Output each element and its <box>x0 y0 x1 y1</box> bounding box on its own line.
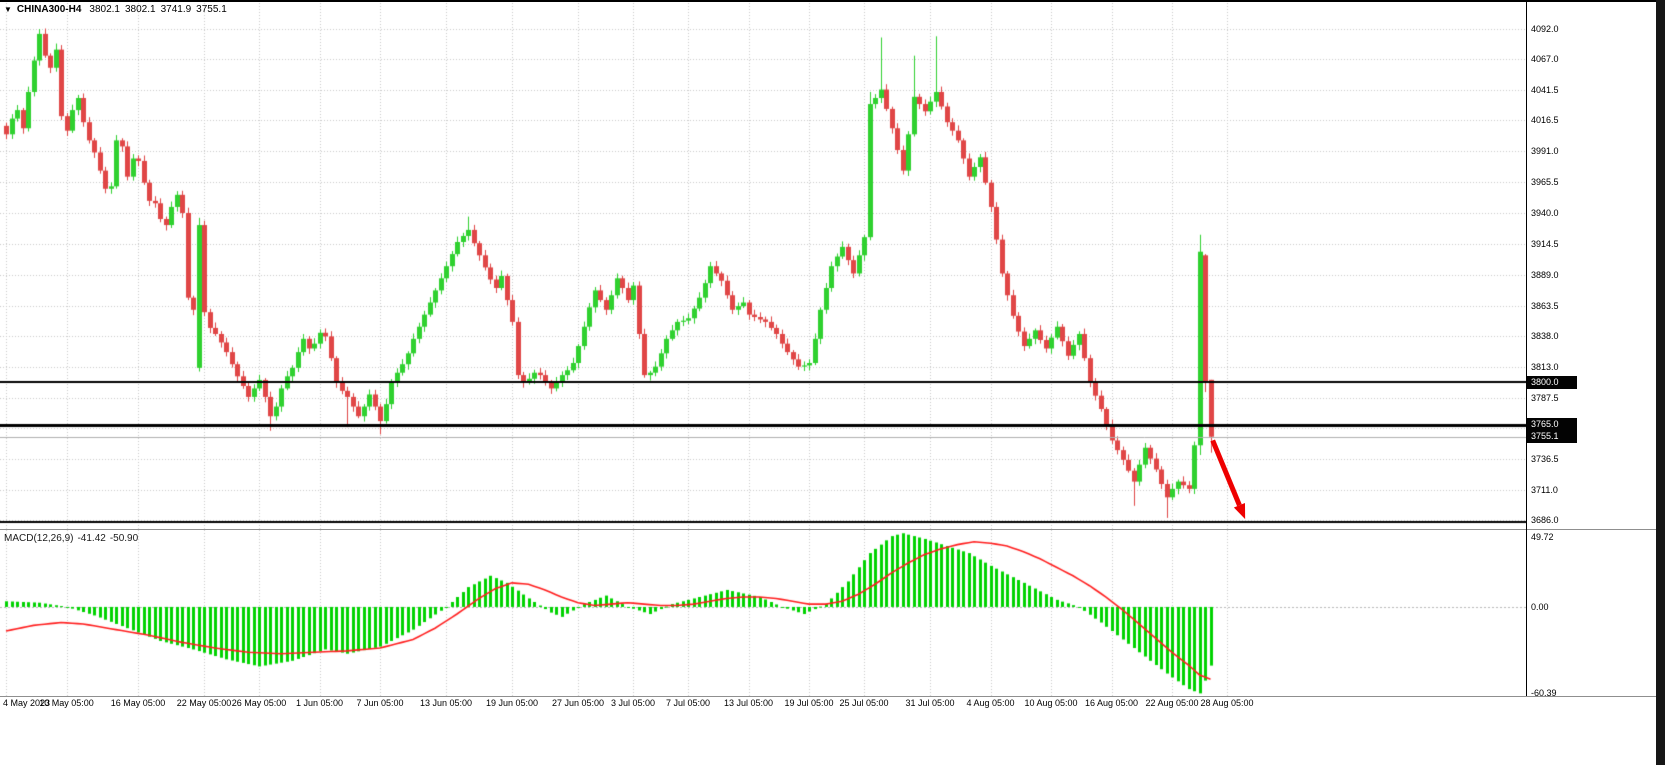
panel-separator-macd-time <box>0 696 1657 697</box>
time-scale-label: 7 Jul 05:00 <box>665 698 711 708</box>
macd-indicator-label: MACD(12,26,9) -41.42 -50.90 <box>4 533 142 544</box>
price-line-tag: 3755.1 <box>1527 430 1577 444</box>
price-scale-label: 4067.0 <box>1531 54 1559 65</box>
macd-scale-label: -60.39 <box>1531 687 1557 698</box>
price-scale-label: 3736.5 <box>1531 454 1559 465</box>
time-scale-label: 27 Jun 05:00 <box>551 698 605 708</box>
symbol-quote-overlay: ▼ CHINA300-H4 3802.1 3802.1 3741.9 3755.1 <box>4 4 232 15</box>
macd-name: MACD(12,26,9) <box>4 533 74 544</box>
time-scale-label: 19 Jun 05:00 <box>485 698 539 708</box>
price-scale-label: 3991.0 <box>1531 146 1559 157</box>
time-scale-label: 4 Aug 05:00 <box>966 698 1015 708</box>
time-scale-label: 7 Jun 05:00 <box>356 698 404 708</box>
price-scale-label: 3787.5 <box>1531 392 1559 403</box>
price-scale-label: 3889.0 <box>1531 269 1559 280</box>
time-scale-label: 13 Jul 05:00 <box>723 698 774 708</box>
quote-open: 3802.1 <box>89 4 120 15</box>
time-scale-label: 19 Jul 05:00 <box>784 698 834 708</box>
price-scale-label: 4016.5 <box>1531 115 1559 126</box>
price-scale-label: 3813.0 <box>1531 361 1559 372</box>
price-scale-label: 3838.0 <box>1531 331 1559 342</box>
window-right-edge <box>1656 0 1665 765</box>
time-scale-label: 10 May 05:00 <box>39 698 94 708</box>
time-scale-label: 26 May 05:00 <box>231 698 287 708</box>
time-scale-label: 25 Jul 05:00 <box>839 698 889 708</box>
price-scale-label: 4041.5 <box>1531 85 1559 96</box>
panel-separator-main-macd[interactable] <box>0 529 1657 530</box>
price-line-tag: 3800.0 <box>1527 375 1577 389</box>
price-scale-label: 4092.0 <box>1531 24 1559 35</box>
time-scale-label: 16 May 05:00 <box>110 698 166 708</box>
macd-indicator-canvas[interactable] <box>0 530 1526 696</box>
macd-main-value: -41.42 <box>77 533 106 544</box>
time-scale-label: 1 Jun 05:00 <box>295 698 344 708</box>
symbol-dropdown-icon[interactable]: ▼ <box>4 5 12 14</box>
time-scale-label: 16 Aug 05:00 <box>1084 698 1139 708</box>
macd-signal-value: -50.90 <box>109 533 139 544</box>
price-scale-label: 3940.0 <box>1531 207 1559 218</box>
time-scale-label: 31 Jul 05:00 <box>905 698 955 708</box>
quote-close: 3755.1 <box>196 4 227 15</box>
macd-scale-label: 49.72 <box>1531 531 1554 542</box>
time-scale-label: 28 Aug 05:00 <box>1200 698 1254 708</box>
price-line-tag: 3765.0 <box>1527 418 1577 432</box>
window-top-border <box>0 0 1665 2</box>
price-scale-label: 3711.0 <box>1531 485 1558 496</box>
quote-high: 3802.1 <box>124 4 156 15</box>
macd-scale-label: 0.00 <box>1531 601 1549 612</box>
price-axis-border <box>1526 0 1527 696</box>
quote-low: 3741.9 <box>160 4 192 15</box>
price-scale[interactable]: 4092.0 4067.0 4041.5 4016.5 3991.0 3965.5 3940… <box>1527 0 1657 698</box>
price-scale-label: 3686.0 <box>1531 515 1559 526</box>
time-scale-label: 3 Jul 05:00 <box>610 698 656 708</box>
price-scale-label: 3863.5 <box>1531 300 1559 311</box>
time-scale[interactable]: 4 May 2023 10 May 05:00 16 May 05:00 22 May… <box>0 698 1530 714</box>
main-chart-canvas[interactable] <box>0 0 1526 530</box>
price-scale-label: 3914.5 <box>1531 238 1559 249</box>
symbol-name: CHINA300-H4 <box>16 4 82 15</box>
time-scale-label: 4 May 2023 <box>3 698 51 708</box>
time-scale-label: 13 Jun 05:00 <box>419 698 473 708</box>
price-scale-label: 3965.5 <box>1531 177 1559 188</box>
time-scale-label: 22 Aug 05:00 <box>1145 698 1199 708</box>
time-scale-label: 10 Aug 05:00 <box>1024 698 1078 708</box>
time-scale-label: 22 May 05:00 <box>176 698 232 708</box>
